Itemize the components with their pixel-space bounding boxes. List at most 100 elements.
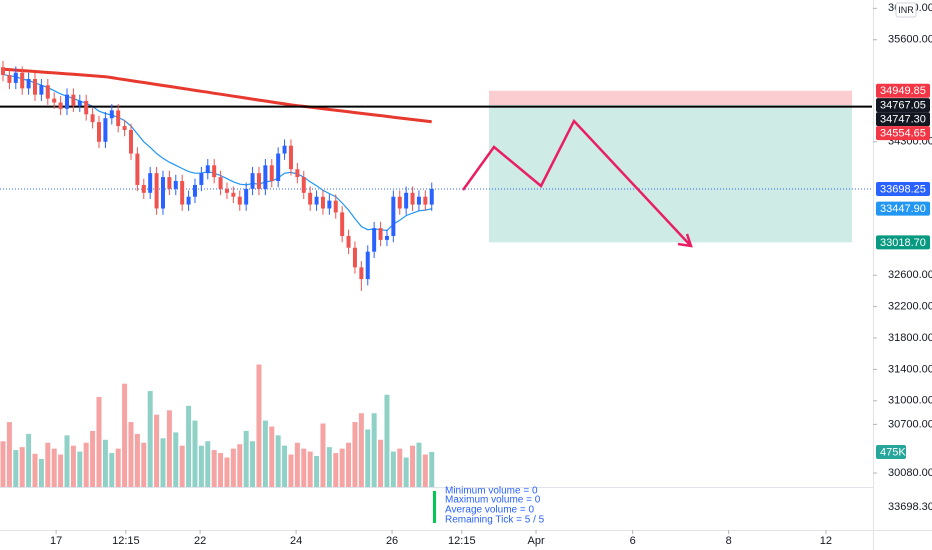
candle-body (244, 188, 249, 205)
candle-body (52, 98, 57, 103)
volume-bar (365, 429, 371, 487)
volume-bar (70, 445, 76, 487)
y-tick-label: 32200.00 (888, 301, 932, 313)
candle-body (333, 200, 338, 213)
candle-body (423, 196, 428, 205)
volume-bar (160, 438, 166, 487)
volume-bar (230, 448, 236, 487)
x-tick-label: Apr (527, 535, 544, 547)
candle-body (218, 177, 223, 189)
volume-bar (397, 448, 403, 487)
candle-body (1, 67, 6, 76)
price-tag (876, 83, 930, 98)
volume-bar (102, 439, 108, 487)
candle-body (122, 126, 127, 130)
x-tick-label: 12 (820, 535, 832, 547)
x-tick-label: 22 (194, 535, 206, 547)
volume-bar (192, 420, 198, 487)
y-tick-label: 32600.00 (888, 269, 932, 281)
candle-body (45, 85, 50, 99)
x-tick-label: 12:15 (112, 535, 140, 547)
indicator-line: Average volume = 0 (445, 505, 534, 516)
candle-body (295, 169, 300, 178)
drawing-arrow (461, 118, 693, 248)
price-tag (876, 98, 930, 113)
candle-body (192, 184, 197, 197)
candle-body (33, 78, 38, 95)
candle-body (224, 188, 229, 193)
x-tick-label: 8 (726, 535, 732, 547)
volume-bar (384, 394, 390, 487)
candle-body (256, 173, 261, 189)
candle-body (404, 192, 409, 209)
x-tick-label: 12:15 (448, 535, 476, 547)
volume-bar (346, 442, 352, 487)
volume-tag (876, 444, 906, 459)
volume-bar (282, 445, 288, 487)
volume-bar (77, 451, 83, 487)
candle-body (231, 192, 236, 197)
candle-body (64, 94, 69, 109)
candles-layer (1, 60, 434, 291)
candle-body (71, 94, 76, 106)
volume-bar (410, 445, 416, 487)
volume-bar (224, 457, 230, 487)
candle-body (416, 196, 421, 205)
candle-body (397, 196, 402, 209)
volume-bar (294, 442, 300, 487)
volume-bar (179, 445, 185, 487)
volume-bar (26, 433, 32, 487)
candle-body (39, 85, 44, 95)
candle-body (90, 114, 95, 123)
volume-bar (307, 451, 313, 487)
candle-body (410, 192, 415, 205)
axis-layer: 36000.0035600.0034300.0032600.0032200.00… (50, 2, 932, 547)
price-tag-label: 34767.05 (880, 100, 926, 112)
slow-ma-line (2, 67, 432, 124)
price-tag (876, 182, 930, 197)
candle-body (13, 72, 18, 83)
candle-body (314, 196, 319, 205)
candle-body (199, 173, 204, 185)
candle-body (77, 100, 82, 106)
volume-bar (166, 410, 172, 487)
candle-body (186, 196, 191, 205)
volume-bar (96, 396, 102, 487)
volume-bar (205, 441, 211, 487)
candle-body (26, 78, 31, 89)
price-tag-label: 33698.25 (880, 183, 926, 195)
candle-body (372, 228, 377, 252)
volume-bar (19, 447, 25, 487)
volume-bar (32, 453, 38, 487)
candle-body (320, 196, 325, 209)
volume-bar (83, 442, 89, 487)
volume-bar (186, 405, 192, 487)
volume-bar (269, 426, 275, 487)
volume-bar (90, 430, 96, 487)
y-tick-label: 31800.00 (888, 332, 932, 344)
candle-body (167, 177, 172, 189)
zigzag-path (461, 118, 691, 246)
indicator-line: Minimum volume = 0 (445, 486, 538, 497)
x-tick-label: 26 (386, 535, 398, 547)
arrow-head (677, 233, 693, 248)
candle-body (301, 177, 306, 193)
volume-bar (288, 454, 294, 487)
candle-body (391, 196, 396, 236)
candle-body (276, 153, 281, 182)
volume-bar (147, 391, 153, 487)
volume-bar (301, 448, 307, 487)
candle-body (205, 165, 210, 174)
volume-bar (352, 422, 358, 487)
candle-body (352, 247, 357, 268)
volume-bar (339, 448, 345, 487)
price-tag-label: 34747.30 (880, 114, 926, 126)
volume-bar (333, 453, 339, 487)
candle-body (128, 129, 133, 154)
candle-body (269, 165, 274, 182)
volume-bar (122, 383, 128, 487)
candle-body (58, 102, 63, 109)
candle-body (365, 251, 370, 280)
volume-bar (416, 442, 422, 487)
volume-bar (371, 413, 377, 487)
